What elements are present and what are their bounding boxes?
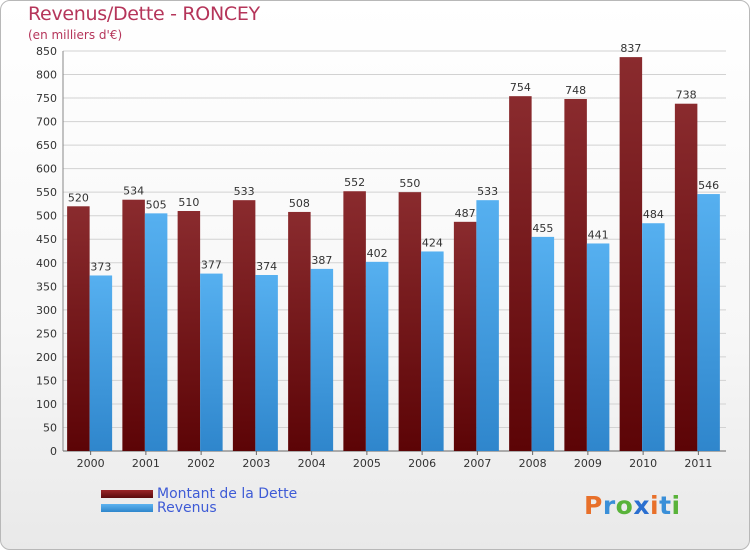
bar-revenus	[421, 251, 444, 451]
data-label: 424	[422, 236, 443, 249]
data-label: 441	[588, 228, 609, 241]
y-tick-label: 800	[36, 69, 57, 82]
y-tick-label: 600	[36, 163, 57, 176]
y-tick-label: 50	[43, 421, 57, 434]
y-tick-label: 700	[36, 116, 57, 129]
logo-letter: x	[633, 491, 650, 520]
bar-revenus	[144, 213, 168, 451]
y-tick-label: 300	[36, 304, 57, 317]
bar-dette	[674, 103, 698, 452]
x-tick-label: 2006	[408, 457, 436, 470]
data-label: 373	[90, 260, 111, 273]
y-tick-label: 150	[36, 374, 57, 387]
bar-dette	[619, 57, 643, 451]
bar-dette	[67, 206, 90, 451]
chart-title: Revenus/Dette - RONCEY	[28, 3, 260, 25]
bar-revenus	[255, 275, 278, 451]
y-tick-label: 350	[36, 280, 57, 293]
y-tick-label: 500	[36, 210, 57, 223]
bar-revenus	[586, 243, 610, 451]
logo-letter: r	[602, 491, 616, 520]
data-label: 520	[68, 191, 89, 204]
legend-label-revenus: Revenus	[157, 500, 217, 516]
x-tick-label: 2007	[463, 457, 491, 470]
data-label: 546	[698, 179, 719, 192]
legend-swatch-dette	[101, 490, 153, 498]
data-label: 484	[643, 208, 664, 221]
bar-revenus	[89, 275, 113, 451]
data-label: 377	[201, 259, 222, 272]
data-label: 533	[477, 185, 498, 198]
proxiti-logo: Proxiti	[584, 491, 681, 520]
data-label: 505	[146, 198, 167, 211]
y-tick-label: 550	[36, 186, 57, 199]
y-tick-label: 0	[50, 445, 57, 458]
bar-revenus	[200, 273, 223, 451]
y-tick-label: 650	[36, 139, 57, 152]
legend-label-dette: Montant de la Dette	[157, 486, 298, 502]
data-label: 534	[123, 185, 144, 198]
data-label: 387	[311, 254, 332, 267]
data-label: 402	[367, 247, 388, 260]
logo-letter: P	[584, 491, 603, 520]
bar-dette	[122, 199, 145, 451]
data-label: 748	[565, 84, 586, 97]
data-label: 550	[399, 177, 420, 190]
x-tick-label: 2009	[574, 457, 602, 470]
y-tick-label: 750	[36, 92, 57, 105]
data-label: 754	[510, 81, 531, 94]
bar-dette	[453, 221, 477, 451]
y-tick-label: 200	[36, 351, 57, 364]
bar-dette	[232, 200, 256, 451]
data-label: 738	[676, 89, 697, 102]
data-label: 455	[532, 222, 553, 235]
x-tick-label: 2003	[242, 457, 270, 470]
legend-swatch-revenus	[101, 504, 153, 512]
data-label: 508	[289, 197, 310, 210]
data-label: 533	[234, 185, 255, 198]
y-tick-label: 450	[36, 233, 57, 246]
bar-revenus	[697, 194, 720, 451]
x-tick-label: 2001	[132, 457, 160, 470]
logo-letter: i	[671, 491, 681, 520]
x-tick-label: 2008	[519, 457, 547, 470]
y-tick-label: 100	[36, 398, 57, 411]
data-label: 487	[455, 207, 476, 220]
x-tick-label: 2005	[353, 457, 381, 470]
logo-letter: i	[650, 491, 660, 520]
x-tick-label: 2011	[684, 457, 712, 470]
bar-dette	[509, 96, 532, 452]
x-tick-label: 2002	[187, 457, 215, 470]
data-label: 510	[178, 196, 199, 209]
bar-dette	[398, 192, 422, 452]
logo-letter: t	[659, 491, 672, 520]
bar-dette	[564, 99, 587, 451]
data-label: 552	[344, 176, 365, 189]
y-tick-label: 250	[36, 327, 57, 340]
y-tick-label: 850	[36, 45, 57, 58]
data-label: 374	[256, 260, 277, 273]
logo-letter: o	[615, 491, 634, 520]
x-tick-label: 2000	[77, 457, 105, 470]
bar-dette	[288, 211, 311, 451]
bar-revenus	[310, 268, 334, 451]
bar-dette	[177, 211, 201, 451]
x-tick-label: 2004	[298, 457, 326, 470]
data-label: 837	[620, 42, 641, 55]
bar-revenus	[531, 236, 555, 451]
x-tick-label: 2010	[629, 457, 657, 470]
bar-revenus	[476, 200, 499, 451]
chart-subtitle: (en milliers d'€)	[28, 28, 123, 42]
bar-revenus	[365, 261, 389, 451]
bar-revenus	[642, 223, 665, 451]
y-tick-label: 400	[36, 257, 57, 270]
bar-dette	[343, 191, 366, 451]
